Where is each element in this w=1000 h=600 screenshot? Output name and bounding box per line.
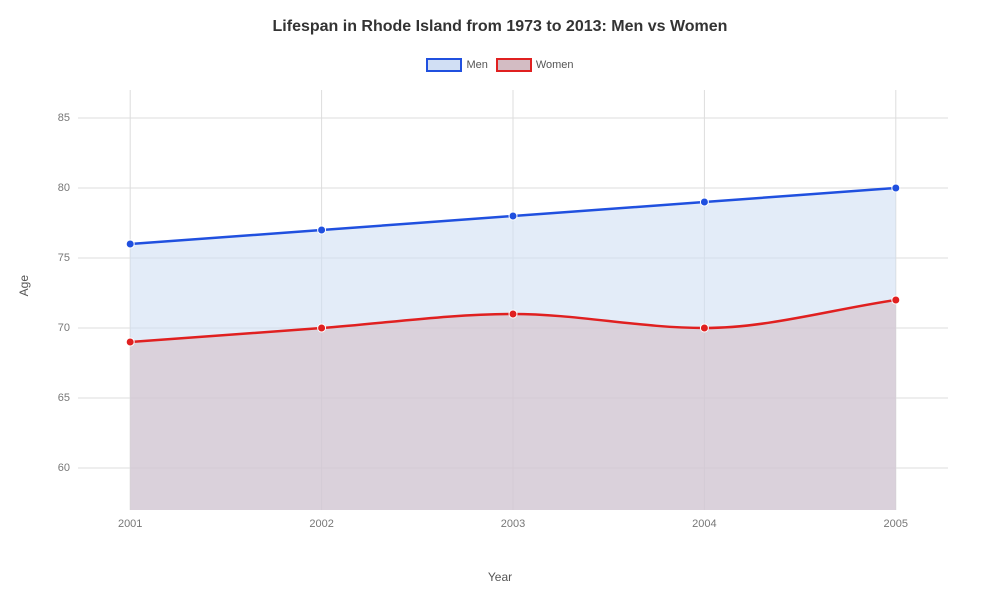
x-tick-label: 2001 [118,518,142,530]
y-axis-label: Age [17,275,31,296]
chart-container: Lifespan in Rhode Island from 1973 to 20… [0,0,1000,600]
x-tick-label: 2002 [309,518,333,530]
plot-svg [78,90,948,510]
chart-title: Lifespan in Rhode Island from 1973 to 20… [0,18,1000,36]
y-tick-label: 60 [40,462,70,474]
legend-item-women[interactable]: Women [496,58,574,72]
x-tick-label: 2003 [501,518,525,530]
y-tick-label: 70 [40,322,70,334]
y-tick-label: 75 [40,252,70,264]
legend-swatch-men [426,58,462,72]
legend-swatch-women [496,58,532,72]
y-tick-label: 85 [40,112,70,124]
y-tick-label: 80 [40,182,70,194]
legend-label-women: Women [536,59,574,71]
legend: Men Women [0,58,1000,72]
x-axis-label: Year [0,570,1000,584]
x-tick-label: 2005 [884,518,908,530]
y-tick-label: 65 [40,392,70,404]
x-tick-label: 2004 [692,518,716,530]
legend-label-men: Men [466,59,487,71]
legend-item-men[interactable]: Men [426,58,487,72]
plot-area: 60657075808520012002200320042005 [78,90,948,510]
